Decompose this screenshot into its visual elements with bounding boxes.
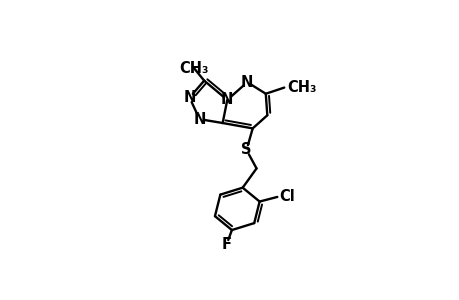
- Text: N: N: [193, 112, 205, 127]
- Text: N: N: [221, 92, 233, 107]
- Text: N: N: [241, 75, 253, 90]
- Text: F: F: [221, 237, 231, 252]
- Text: S: S: [241, 142, 251, 158]
- Text: CH₃: CH₃: [179, 61, 208, 76]
- Text: Cl: Cl: [278, 189, 294, 204]
- Text: N: N: [183, 90, 196, 105]
- Text: CH₃: CH₃: [287, 80, 316, 95]
